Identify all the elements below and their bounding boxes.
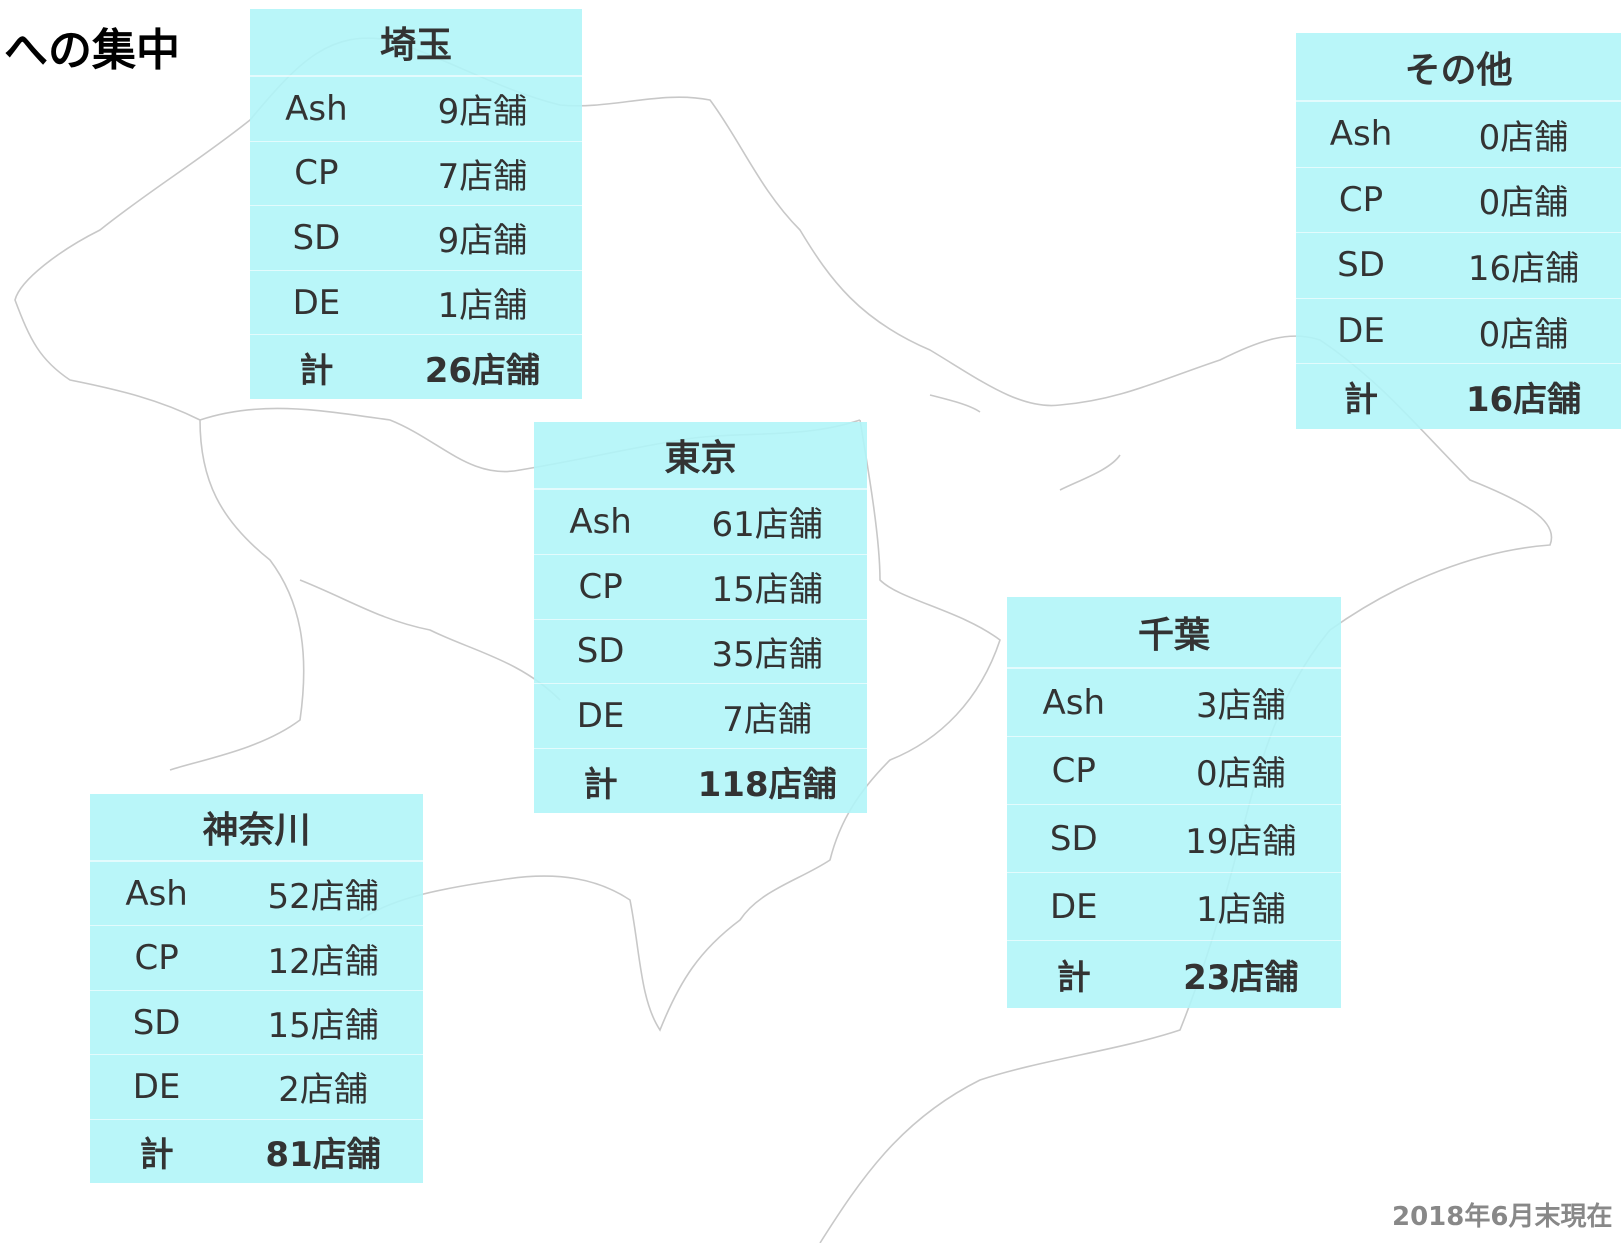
brand-label: SD	[132, 1002, 181, 1043]
store-count: 2店舗	[278, 1070, 368, 1111]
table-row: Ash 9店舗	[250, 76, 582, 141]
total-count: 26店舗	[424, 350, 541, 391]
total-count: 81店舗	[265, 1134, 381, 1175]
title: への集中	[4, 25, 180, 76]
region-table: その他 Ash 0店舗 CP 0店舗 SD 16店舗 DE 0店舗計 16店舗	[1296, 33, 1621, 429]
brand-label: Ash	[1329, 114, 1393, 155]
total-label: 計	[299, 350, 334, 391]
store-count: 1店舗	[1195, 890, 1286, 930]
store-count: 0店舗	[1478, 183, 1569, 224]
brand-label: DE	[132, 1066, 181, 1107]
brand-label: CP	[294, 153, 339, 194]
table-row: DE 2店舗	[90, 1054, 423, 1118]
bay	[359, 419, 1001, 1032]
store-count: 19店舗	[1185, 822, 1297, 862]
table-row: Ash 61店舗	[534, 489, 867, 554]
table-row: SD 9店舗	[250, 205, 582, 270]
total-row: 計 26店舗	[250, 334, 582, 399]
region-name: その他	[1296, 33, 1621, 101]
brand-label: CP	[1051, 750, 1096, 791]
brand-label: Ash	[125, 873, 188, 914]
table-row: CP 0店舗	[1007, 736, 1341, 804]
total-label: 計	[1056, 958, 1091, 998]
store-count: 0店舗	[1478, 314, 1569, 355]
store-count: 7店舗	[437, 156, 528, 197]
brand-label: DE	[576, 696, 625, 737]
store-count: 0店舗	[1195, 754, 1286, 794]
store-count: 52店舗	[267, 877, 379, 918]
brand-label: SD	[292, 217, 341, 258]
table-row: DE 0店舗	[1296, 297, 1621, 364]
store-count: 35店舗	[711, 634, 823, 675]
brand-label: Ash	[1042, 682, 1106, 723]
region-name: 神奈川	[90, 794, 423, 861]
table-row: Ash 3店舗	[1007, 668, 1341, 736]
store-count: 9店舗	[437, 92, 528, 133]
region-table: 東京 Ash 61店舗 CP 15店舗 SD 35店舗 DE 7店舗計 118店舗	[534, 422, 867, 813]
total-row: 計 81店舗	[90, 1118, 423, 1183]
total-row: 計 118店舗	[534, 748, 867, 813]
store-count: 15店舗	[267, 1006, 379, 1047]
prefecture-border	[299, 579, 561, 701]
region-table: 埼玉 Ash 9店舗 CP 7店舗 SD 9店舗 DE 1店舗計 26店舗	[250, 9, 582, 399]
store-count: 15店舗	[711, 570, 823, 611]
brand-label: DE	[1337, 311, 1385, 352]
store-count: 16店舗	[1467, 248, 1580, 289]
brand-label: CP	[134, 938, 179, 979]
table-row: SD 15店舗	[90, 989, 423, 1054]
brand-label: CP	[1338, 179, 1384, 220]
total-label: 計	[139, 1134, 174, 1175]
region-table: 千葉 Ash 3店舗 CP 0店舗 SD 19店舗 DE 1店舗計 23店舗	[1007, 597, 1341, 1008]
table-row: CP 7店舗	[250, 140, 582, 206]
total-row: 計 16店舗	[1296, 363, 1621, 429]
store-count: 61店舗	[711, 505, 823, 546]
table-row: Ash 0店舗	[1296, 101, 1621, 167]
total-label: 計	[583, 764, 618, 805]
brand-label: DE	[292, 282, 341, 323]
store-count: 0店舗	[1478, 117, 1569, 158]
store-count: 1店舗	[437, 286, 528, 327]
footnote: 2018年6月末現在	[1392, 1202, 1613, 1232]
total-label: 計	[1344, 380, 1378, 421]
table-row: DE 1店舗	[250, 269, 582, 335]
west-border	[14, 119, 305, 771]
brand-label: DE	[1049, 886, 1098, 927]
brand-label: SD	[1337, 245, 1385, 286]
store-count: 3店舗	[1195, 686, 1286, 726]
region-table: 神奈川 Ash 52店舗 CP 12店舗 SD 15店舗 DE 2店舗計 81店舗	[90, 794, 423, 1183]
brand-label: SD	[576, 631, 625, 672]
brand-label: SD	[1049, 818, 1098, 859]
table-row: CP 0店舗	[1296, 166, 1621, 233]
table-row: DE 1店舗	[1007, 872, 1341, 940]
table-row: SD 19店舗	[1007, 804, 1341, 872]
brand-label: Ash	[569, 501, 632, 542]
table-row: CP 12店舗	[90, 925, 423, 989]
store-count: 7店舗	[722, 699, 812, 740]
region-name: 千葉	[1007, 597, 1341, 668]
brand-label: CP	[578, 566, 623, 607]
table-row: SD 35店舗	[534, 618, 867, 684]
store-count: 12店舗	[267, 941, 379, 982]
total-count: 23店舗	[1183, 958, 1299, 998]
table-row: SD 16店舗	[1296, 232, 1621, 298]
table-row: Ash 52店舗	[90, 861, 423, 925]
brand-label: Ash	[285, 88, 348, 129]
table-row: DE 7店舗	[534, 683, 867, 748]
table-row: CP 15店舗	[534, 553, 867, 619]
store-count: 9店舗	[437, 221, 528, 262]
total-count: 118店舗	[697, 764, 837, 805]
total-row: 計 23店舗	[1007, 940, 1341, 1008]
total-count: 16店舗	[1465, 380, 1582, 421]
island	[929, 394, 1121, 491]
region-name: 埼玉	[250, 9, 582, 76]
region-name: 東京	[534, 422, 867, 489]
